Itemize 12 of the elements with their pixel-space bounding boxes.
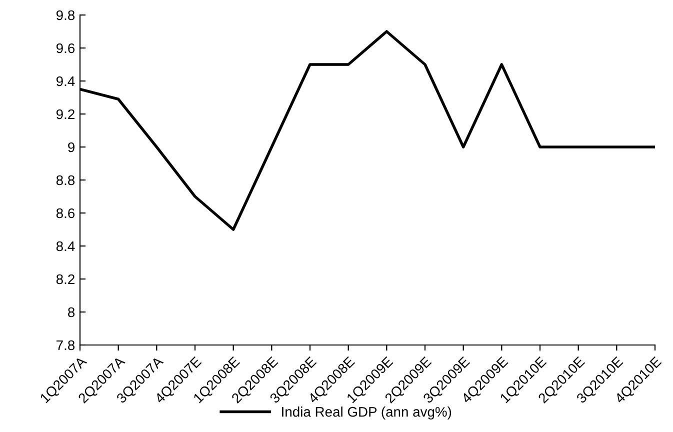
y-tick-label: 8.4 xyxy=(56,241,75,252)
y-tick-label: 9.8 xyxy=(56,10,75,20)
y-tick-label: 8.2 xyxy=(56,274,74,284)
y-tick-label: 8.8 xyxy=(56,175,75,186)
y-tick-label: 9 xyxy=(68,142,74,152)
legend-label: India Real GDP (ann avg%) xyxy=(282,406,452,420)
y-tick-label: 9.6 xyxy=(56,43,75,54)
y-tick-label: 9.4 xyxy=(56,76,75,86)
y-tick-label: 8.6 xyxy=(56,208,75,218)
y-tick-label: 8 xyxy=(68,307,75,318)
y-tick-label: 7.8 xyxy=(56,340,75,350)
y-tick-label: 9.2 xyxy=(56,109,74,120)
